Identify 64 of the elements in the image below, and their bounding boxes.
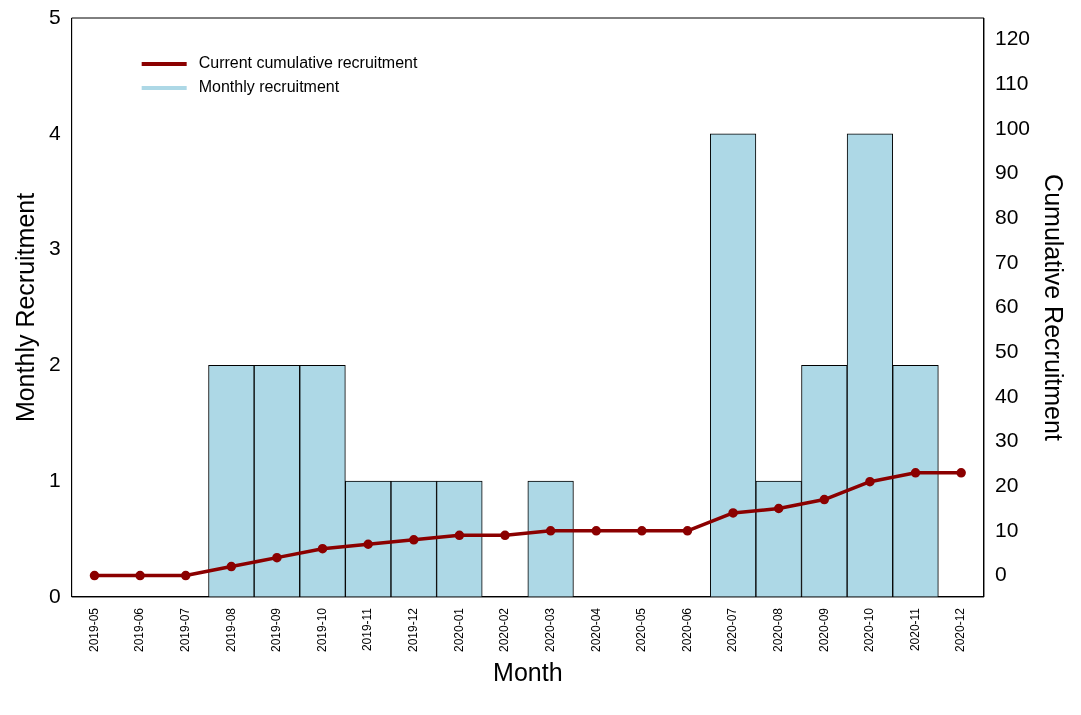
point	[272, 552, 282, 563]
x-tick-label: 2020-04	[588, 607, 603, 653]
x-tick-label: 2019-09	[269, 607, 284, 653]
x-tick-label: 2019-06	[132, 607, 147, 653]
y2-tick-label: 50	[994, 338, 1019, 362]
point	[956, 468, 966, 478]
point	[500, 530, 510, 541]
y2-tick-label: 70	[994, 249, 1019, 273]
point	[819, 494, 830, 505]
point	[637, 526, 647, 536]
y2-axis-title: Cumulative Recruitment	[1040, 174, 1069, 441]
point	[728, 508, 738, 518]
point	[910, 468, 921, 478]
point	[180, 570, 191, 581]
x-tick-label: 2020-10	[862, 607, 877, 653]
y2-tick-label: 20	[994, 472, 1019, 496]
y-tick-label: 4	[48, 120, 61, 144]
point	[545, 526, 556, 536]
x-tick-label: 2020-03	[542, 607, 557, 653]
legend-label: Monthly recruitment	[198, 78, 340, 96]
y2-tick-label: 0	[994, 562, 1007, 586]
y-tick-label: 5	[48, 4, 61, 28]
point	[89, 570, 100, 581]
y2-tick-label: 40	[994, 383, 1019, 407]
point	[682, 526, 693, 536]
y-axis-title: Monthly Recruitment	[10, 192, 39, 423]
x-tick-label: 2019-12	[406, 607, 421, 653]
x-tick-label: 2020-05	[634, 607, 649, 653]
y-tick-label: 3	[48, 236, 61, 260]
point	[317, 543, 328, 554]
point	[773, 503, 784, 514]
point	[409, 535, 419, 545]
x-tick-label: 2020-09	[816, 607, 831, 653]
y2-tick-label: 120	[994, 26, 1031, 50]
point	[591, 526, 601, 536]
x-tick-label: 2020-02	[497, 607, 512, 653]
x-tick-label: 2019-11	[360, 607, 375, 652]
y2-tick-label: 110	[994, 70, 1029, 94]
point	[454, 530, 465, 541]
x-tick-label: 2020-01	[451, 607, 466, 653]
point	[226, 561, 237, 572]
y2-tick-label: 60	[994, 294, 1019, 318]
y2-tick-label: 90	[994, 160, 1019, 184]
point	[363, 539, 373, 549]
point	[135, 570, 145, 581]
x-tick-label: 2020-12	[953, 607, 968, 653]
x-tick-label: 2020-08	[771, 607, 786, 653]
point	[865, 476, 875, 487]
y-tick-label: 2	[48, 352, 61, 376]
x-tick-label: 2019-05	[86, 607, 101, 653]
x-tick-label: 2020-06	[679, 607, 694, 653]
y-tick-label: 0	[48, 583, 61, 607]
y-tick-label: 1	[48, 467, 61, 491]
legend-label: Current cumulative recruitment	[198, 54, 418, 72]
y2-tick-label: 80	[994, 204, 1019, 228]
x-tick-label: 2019-07	[178, 607, 193, 653]
x-tick-label: 2020-07	[725, 607, 740, 653]
x-axis-title: Month	[493, 657, 563, 686]
x-tick-label: 2019-08	[223, 607, 238, 653]
x-tick-label: 2019-10	[314, 607, 329, 653]
y2-tick-label: 100	[994, 115, 1031, 139]
y2-tick-label: 30	[994, 428, 1019, 452]
x-tick-label: 2020-11	[907, 607, 922, 652]
y2-tick-label: 10	[994, 517, 1019, 541]
